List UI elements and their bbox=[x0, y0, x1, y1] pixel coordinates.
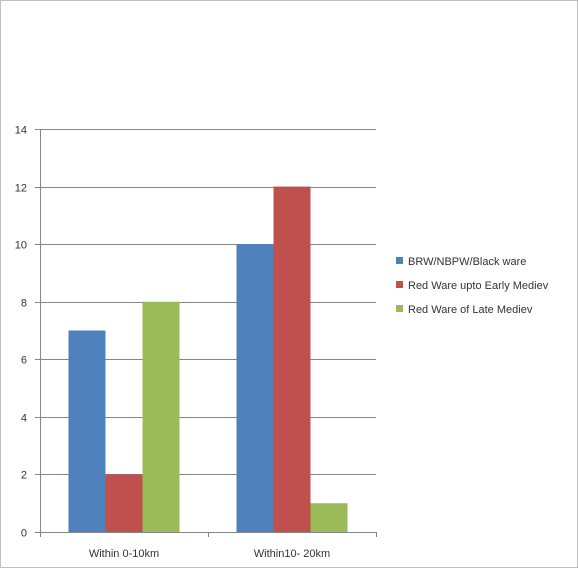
bar bbox=[310, 503, 348, 532]
bars bbox=[68, 186, 348, 533]
y-tick-label: 10 bbox=[15, 240, 27, 252]
bar bbox=[273, 186, 311, 533]
y-tick-label: 0 bbox=[21, 528, 27, 540]
bar bbox=[68, 330, 106, 532]
y-tick-label: 8 bbox=[21, 298, 27, 310]
y-tick-label: 6 bbox=[21, 355, 27, 367]
x-axis-category-labels: Within 0-10km Within10- 20km bbox=[89, 548, 330, 560]
legend-swatch bbox=[396, 257, 403, 264]
legend-swatch bbox=[396, 305, 403, 312]
y-tick-label: 4 bbox=[21, 413, 27, 425]
bar bbox=[142, 301, 180, 532]
bar bbox=[236, 244, 274, 532]
bar bbox=[105, 474, 143, 532]
legend-label: Red Ware of Late Mediev bbox=[408, 304, 533, 316]
x-category-label: Within 0-10km bbox=[89, 548, 159, 560]
legend: BRW/NBPW/Black ware Red Ware upto Early M… bbox=[396, 256, 549, 316]
y-tick-label: 14 bbox=[15, 125, 27, 137]
legend-label: BRW/NBPW/Black ware bbox=[408, 256, 526, 268]
legend-swatch bbox=[396, 281, 403, 288]
axes bbox=[35, 129, 377, 537]
legend-label: Red Ware upto Early Mediev bbox=[408, 280, 549, 292]
x-category-label: Within10- 20km bbox=[254, 548, 330, 560]
y-axis-tick-labels: 0 2 4 6 8 10 12 14 bbox=[15, 125, 27, 540]
y-tick-label: 12 bbox=[15, 183, 27, 195]
y-tick-label: 2 bbox=[21, 470, 27, 482]
